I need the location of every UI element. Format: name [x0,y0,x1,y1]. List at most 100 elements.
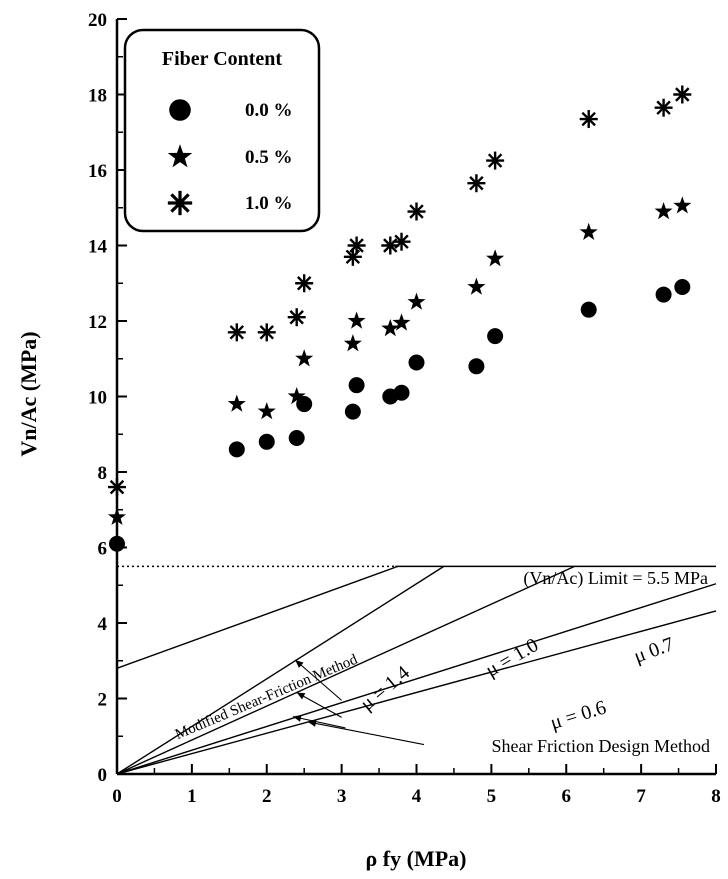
point-s0-10 [468,358,485,375]
y-tick-label-14: 14 [88,237,108,258]
point-s0-0 [109,535,125,552]
point-s2-12 [579,110,598,129]
point-s2-10 [467,174,486,193]
point-s0-1 [228,441,245,458]
point-s2-3-arm [289,310,304,325]
arrow-mu-1-0-head [296,692,306,700]
point-s2-3 [287,308,306,327]
point-s1-12 [579,222,598,240]
design-line-4 [116,565,399,669]
design-lines [116,565,717,775]
point-s0-12 [580,301,597,318]
legend: Fiber Content 0.0 % 0.5 % 1.0 % [123,28,321,233]
point-s2-6 [347,236,366,255]
point-s2-1 [227,323,246,342]
point-s1-5 [343,334,362,352]
point-s1-4 [295,349,314,367]
point-s2-11 [486,151,505,170]
point-s2-12-arm [581,111,596,127]
mu-0-6-label: μ = 0.6 [548,696,609,734]
point-s0-2 [258,433,275,450]
x-tick-label-4: 4 [412,786,422,807]
point-s0-3 [288,430,305,447]
y-tick-label-10: 10 [88,388,107,409]
arrow-mu-0-7-head [292,714,302,722]
mu-0-7-label: μ 0.7 [631,633,677,668]
arrow-mu-1-4 [294,659,342,701]
legend-marker-2 [167,190,193,216]
x-tick-label-7: 7 [636,786,646,807]
point-s0-9 [408,354,425,371]
point-s1-2 [257,402,276,420]
legend-markers [167,99,193,216]
point-s0-8 [393,384,410,401]
shear-friction-method-label: Shear Friction Design Method [492,736,710,756]
point-s2-2-arm [259,325,274,340]
x-tick-label-6: 6 [562,786,572,807]
legend-box [123,28,321,233]
y-tick-label-2: 2 [98,690,108,711]
x-tick-label-5: 5 [487,786,497,807]
data-points [107,85,692,552]
design-line-1 [116,565,575,775]
arrow-mu-0-6 [307,721,425,746]
y-tick-label-18: 18 [88,86,107,107]
point-s2-4 [295,274,314,293]
y-tick-label-20: 20 [88,10,107,31]
design-line-3 [116,610,717,775]
point-s1-10 [467,277,486,295]
point-s1-13 [654,202,673,220]
legend-marker-1 [167,144,193,168]
y-tick-label-8: 8 [98,463,108,484]
point-s1-0 [107,507,127,525]
x-tick-label-0: 0 [112,786,122,807]
legend-title: Fiber Content [162,48,283,70]
y-tick-label-12: 12 [88,312,107,333]
point-s1-6 [347,311,366,329]
point-s2-0-arm [109,479,125,495]
x-tick-label-8: 8 [711,786,721,807]
legend-label-0: 0.0 % [245,100,293,121]
point-s2-8-arm [394,234,409,249]
point-s0-13 [655,286,672,303]
arrow-mu-1-0 [296,691,342,718]
point-s1-1 [227,394,246,412]
point-s2-10-arm [469,176,484,191]
point-s2-4-arm [296,276,312,291]
point-s0-5 [344,403,361,420]
point-s2-0 [108,478,126,497]
point-s1-7 [381,319,400,337]
point-s0-6 [348,377,365,394]
legend-marker-0 [169,99,191,121]
point-s2-1-arm [229,325,245,340]
point-s2-14 [673,85,692,104]
mu-1-0-label: μ = 1.0 [482,634,542,682]
point-s1-14 [673,196,692,214]
point-s2-6-arm [349,238,364,253]
y-tick-label-0: 0 [98,765,108,786]
point-s2-9-arm [409,204,424,219]
design-line-2 [116,583,717,775]
y-tick-label-16: 16 [88,161,107,182]
point-s1-11 [486,249,505,267]
point-s2-13 [654,98,673,117]
legend-label-2: 1.0 % [245,193,293,214]
point-s2-14-arm [675,87,690,102]
point-s0-14 [674,279,691,296]
x-tick-label-3: 3 [337,786,347,807]
arrow-mu-1-4-head [295,659,304,668]
point-s2-8 [392,232,411,251]
point-s2-13-arm [656,100,671,115]
y-axis-title: Vn/Ac (MPa) [16,331,41,456]
point-s2-11-arm [487,153,503,168]
y-tick-label-6: 6 [98,539,108,560]
point-s2-9 [407,202,426,221]
x-tick-label-2: 2 [262,786,272,807]
limit-line-label: (Vn/Ac) Limit = 5.5 MPa [523,568,708,589]
legend-marker-2-arm [170,193,190,213]
arrow-mu-0-6-head [307,720,317,727]
point-s1-3 [287,387,306,405]
point-s1-8 [392,313,411,331]
